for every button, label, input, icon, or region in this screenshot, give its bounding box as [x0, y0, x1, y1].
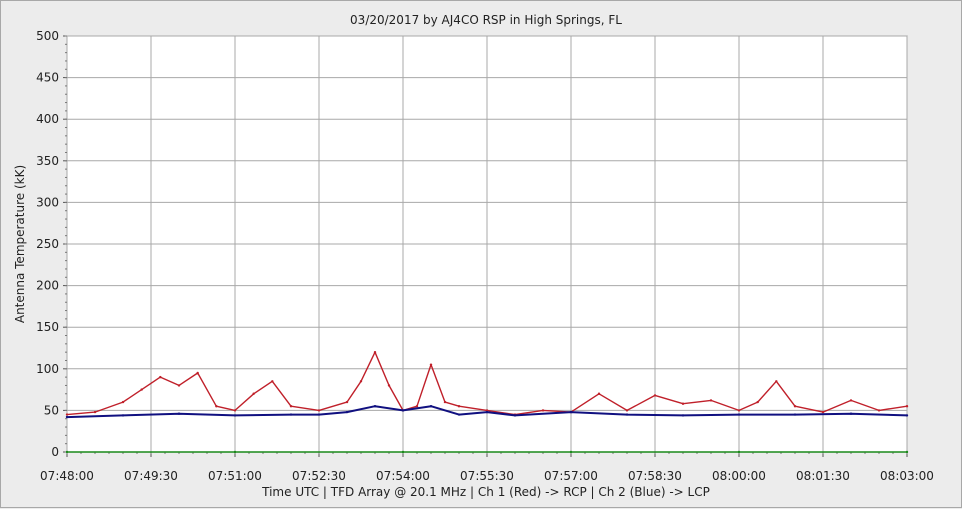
series-1-point [793, 405, 797, 408]
series-2-point [317, 413, 321, 416]
series-1-point [625, 409, 629, 412]
series-2-point [65, 415, 69, 419]
series-2-point [737, 413, 741, 416]
series-1-point [443, 400, 447, 404]
series-2-point [373, 405, 377, 408]
x-tick-label: 07:57:00 [544, 469, 598, 483]
x-tick-label: 08:01:30 [796, 469, 850, 483]
series-1-point [756, 400, 759, 404]
series-1-point [387, 384, 391, 387]
series-2-point [233, 414, 237, 417]
y-tick-label: 400 [36, 112, 59, 126]
series-2-point [429, 405, 433, 408]
series-1-point [415, 405, 419, 408]
series-1-point [159, 375, 162, 379]
series-2-point [289, 413, 293, 416]
series-1-point [457, 405, 461, 408]
series-1-point [821, 410, 825, 414]
y-axis-label: Antenna Temperature (kK) [13, 165, 27, 323]
series-1-point [140, 388, 143, 391]
y-tick-label: 200 [36, 279, 59, 293]
series-2-point [345, 410, 349, 414]
y-tick-label: 350 [36, 154, 59, 168]
series-1-point [65, 413, 69, 416]
x-tick-label: 08:03:00 [880, 469, 934, 483]
series-3-point [233, 450, 237, 454]
series-1-point [541, 409, 545, 412]
series-1-point [429, 363, 433, 366]
series-1-point [93, 410, 97, 414]
series-1-point [196, 371, 199, 375]
series-1-point [485, 409, 489, 412]
series-3-point [65, 450, 69, 454]
x-tick-label: 07:49:30 [124, 469, 178, 483]
series-line-2 [66, 405, 908, 419]
series-1-point [653, 394, 657, 397]
x-tick-label: 08:00:00 [712, 469, 766, 483]
series-1-point [121, 400, 125, 404]
series-2-point [905, 414, 909, 417]
series-3-point [905, 450, 909, 454]
series-1-point [877, 409, 881, 412]
series-2-point [569, 410, 573, 414]
series-1-point [597, 392, 601, 395]
series-1-point [373, 350, 377, 354]
y-tick-label: 50 [44, 403, 59, 417]
series-2-point [513, 414, 517, 417]
series-2-point [793, 413, 797, 416]
chart-title: 03/20/2017 by AJ4CO RSP in High Springs,… [350, 13, 622, 27]
series-1-point [252, 392, 255, 395]
series-1-point [775, 380, 778, 383]
series-1-point [233, 409, 237, 412]
series-2-point [177, 412, 181, 415]
y-tick-label: 250 [36, 237, 59, 251]
y-tick-label: 450 [36, 71, 59, 85]
x-axis-ticks: 07:48:00 07:49:30 07:51:00 07:52:30 07:54:00… [40, 452, 934, 483]
x-tick-label: 07:51:00 [208, 469, 262, 483]
y-axis-ticks: 0 50 100 150 200 250 300 350 400 450 500 [36, 29, 67, 459]
series-1-point [271, 380, 274, 383]
series-2-point [401, 409, 405, 412]
series-2-point [457, 413, 461, 416]
series-1-point [289, 405, 293, 408]
y-tick-label: 500 [36, 29, 59, 43]
x-axis-label: Time UTC | TFD Array @ 20.1 MHz | Ch 1 (… [261, 485, 710, 499]
series-2-point [849, 412, 853, 415]
series-1-point [215, 405, 218, 408]
series-1-point [709, 399, 713, 402]
series-2-point [121, 414, 125, 417]
series-1-point [905, 405, 909, 408]
y-tick-label: 100 [36, 362, 59, 376]
y-tick-label: 150 [36, 320, 59, 334]
x-tick-label: 07:48:00 [40, 469, 94, 483]
series-3-point [401, 450, 405, 454]
series-1-point [317, 409, 321, 412]
series-1-point [177, 384, 181, 387]
x-tick-label: 07:55:30 [460, 469, 514, 483]
x-tick-label: 07:58:30 [628, 469, 682, 483]
series-1-point [345, 400, 349, 404]
series-2-point [485, 410, 489, 414]
y-tick-label: 0 [51, 445, 59, 459]
x-tick-label: 07:54:00 [376, 469, 430, 483]
series-3-point [737, 450, 741, 454]
series-2-point [681, 414, 685, 417]
series-1-point [737, 409, 741, 412]
series-1-point [681, 402, 685, 405]
x-tick-label: 07:52:30 [292, 469, 346, 483]
series-2-point [625, 413, 629, 416]
series-3-point [569, 450, 573, 454]
series-1-point [359, 380, 363, 383]
series-1-point [849, 399, 853, 402]
series-layer [65, 350, 909, 454]
y-tick-label: 300 [36, 195, 59, 209]
